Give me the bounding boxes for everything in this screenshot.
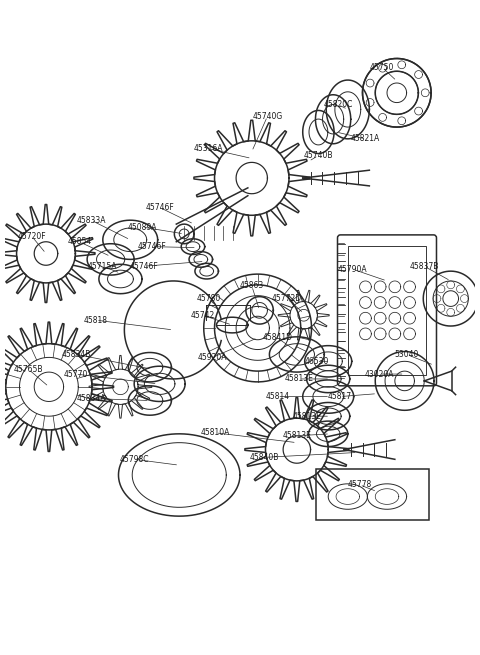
Text: 45798C: 45798C	[120, 455, 149, 464]
Text: 45742: 45742	[191, 310, 215, 320]
Text: 45834B: 45834B	[61, 350, 91, 359]
Text: 45837B: 45837B	[409, 262, 439, 271]
Text: 45813E: 45813E	[282, 431, 311, 440]
Bar	[316, 469, 429, 520]
Text: 45821A: 45821A	[351, 134, 380, 143]
Text: 45715A: 45715A	[88, 262, 118, 271]
Text: 45089A: 45089A	[127, 223, 157, 232]
Text: 43020A: 43020A	[364, 369, 394, 379]
Text: 45920A: 45920A	[198, 353, 228, 362]
Text: 45750: 45750	[370, 63, 394, 72]
Text: 45740B: 45740B	[304, 151, 333, 160]
Text: 45814: 45814	[265, 392, 289, 401]
Text: 45833A: 45833A	[76, 215, 106, 225]
Text: 45834A: 45834A	[76, 394, 106, 403]
Text: 45765B: 45765B	[13, 365, 43, 373]
Text: 45813E: 45813E	[284, 375, 313, 383]
Text: 45780: 45780	[196, 294, 221, 303]
Text: 45746F: 45746F	[130, 262, 158, 271]
Text: 45818: 45818	[84, 316, 108, 325]
Text: 45810A: 45810A	[201, 428, 230, 438]
Bar	[348, 246, 426, 375]
Text: 45740G: 45740G	[252, 112, 283, 121]
Text: 45746F: 45746F	[137, 242, 166, 251]
Text: 45841D: 45841D	[262, 333, 292, 343]
Text: 45720F: 45720F	[18, 233, 47, 241]
Text: 45770: 45770	[63, 369, 87, 379]
Text: 45817: 45817	[328, 392, 352, 401]
Text: 46530: 46530	[304, 357, 329, 365]
Text: 45863: 45863	[240, 282, 264, 290]
Text: 45813E: 45813E	[292, 412, 321, 421]
Text: 45772D: 45772D	[272, 294, 302, 303]
Text: 45316A: 45316A	[194, 144, 223, 153]
Text: 45820C: 45820C	[324, 100, 353, 109]
Text: 45778: 45778	[348, 480, 372, 489]
Text: 45840B: 45840B	[250, 453, 279, 462]
Text: 53040: 53040	[395, 350, 419, 359]
Text: 45854: 45854	[67, 237, 91, 246]
Text: 45746F: 45746F	[145, 203, 174, 212]
Text: 45790A: 45790A	[338, 265, 368, 274]
